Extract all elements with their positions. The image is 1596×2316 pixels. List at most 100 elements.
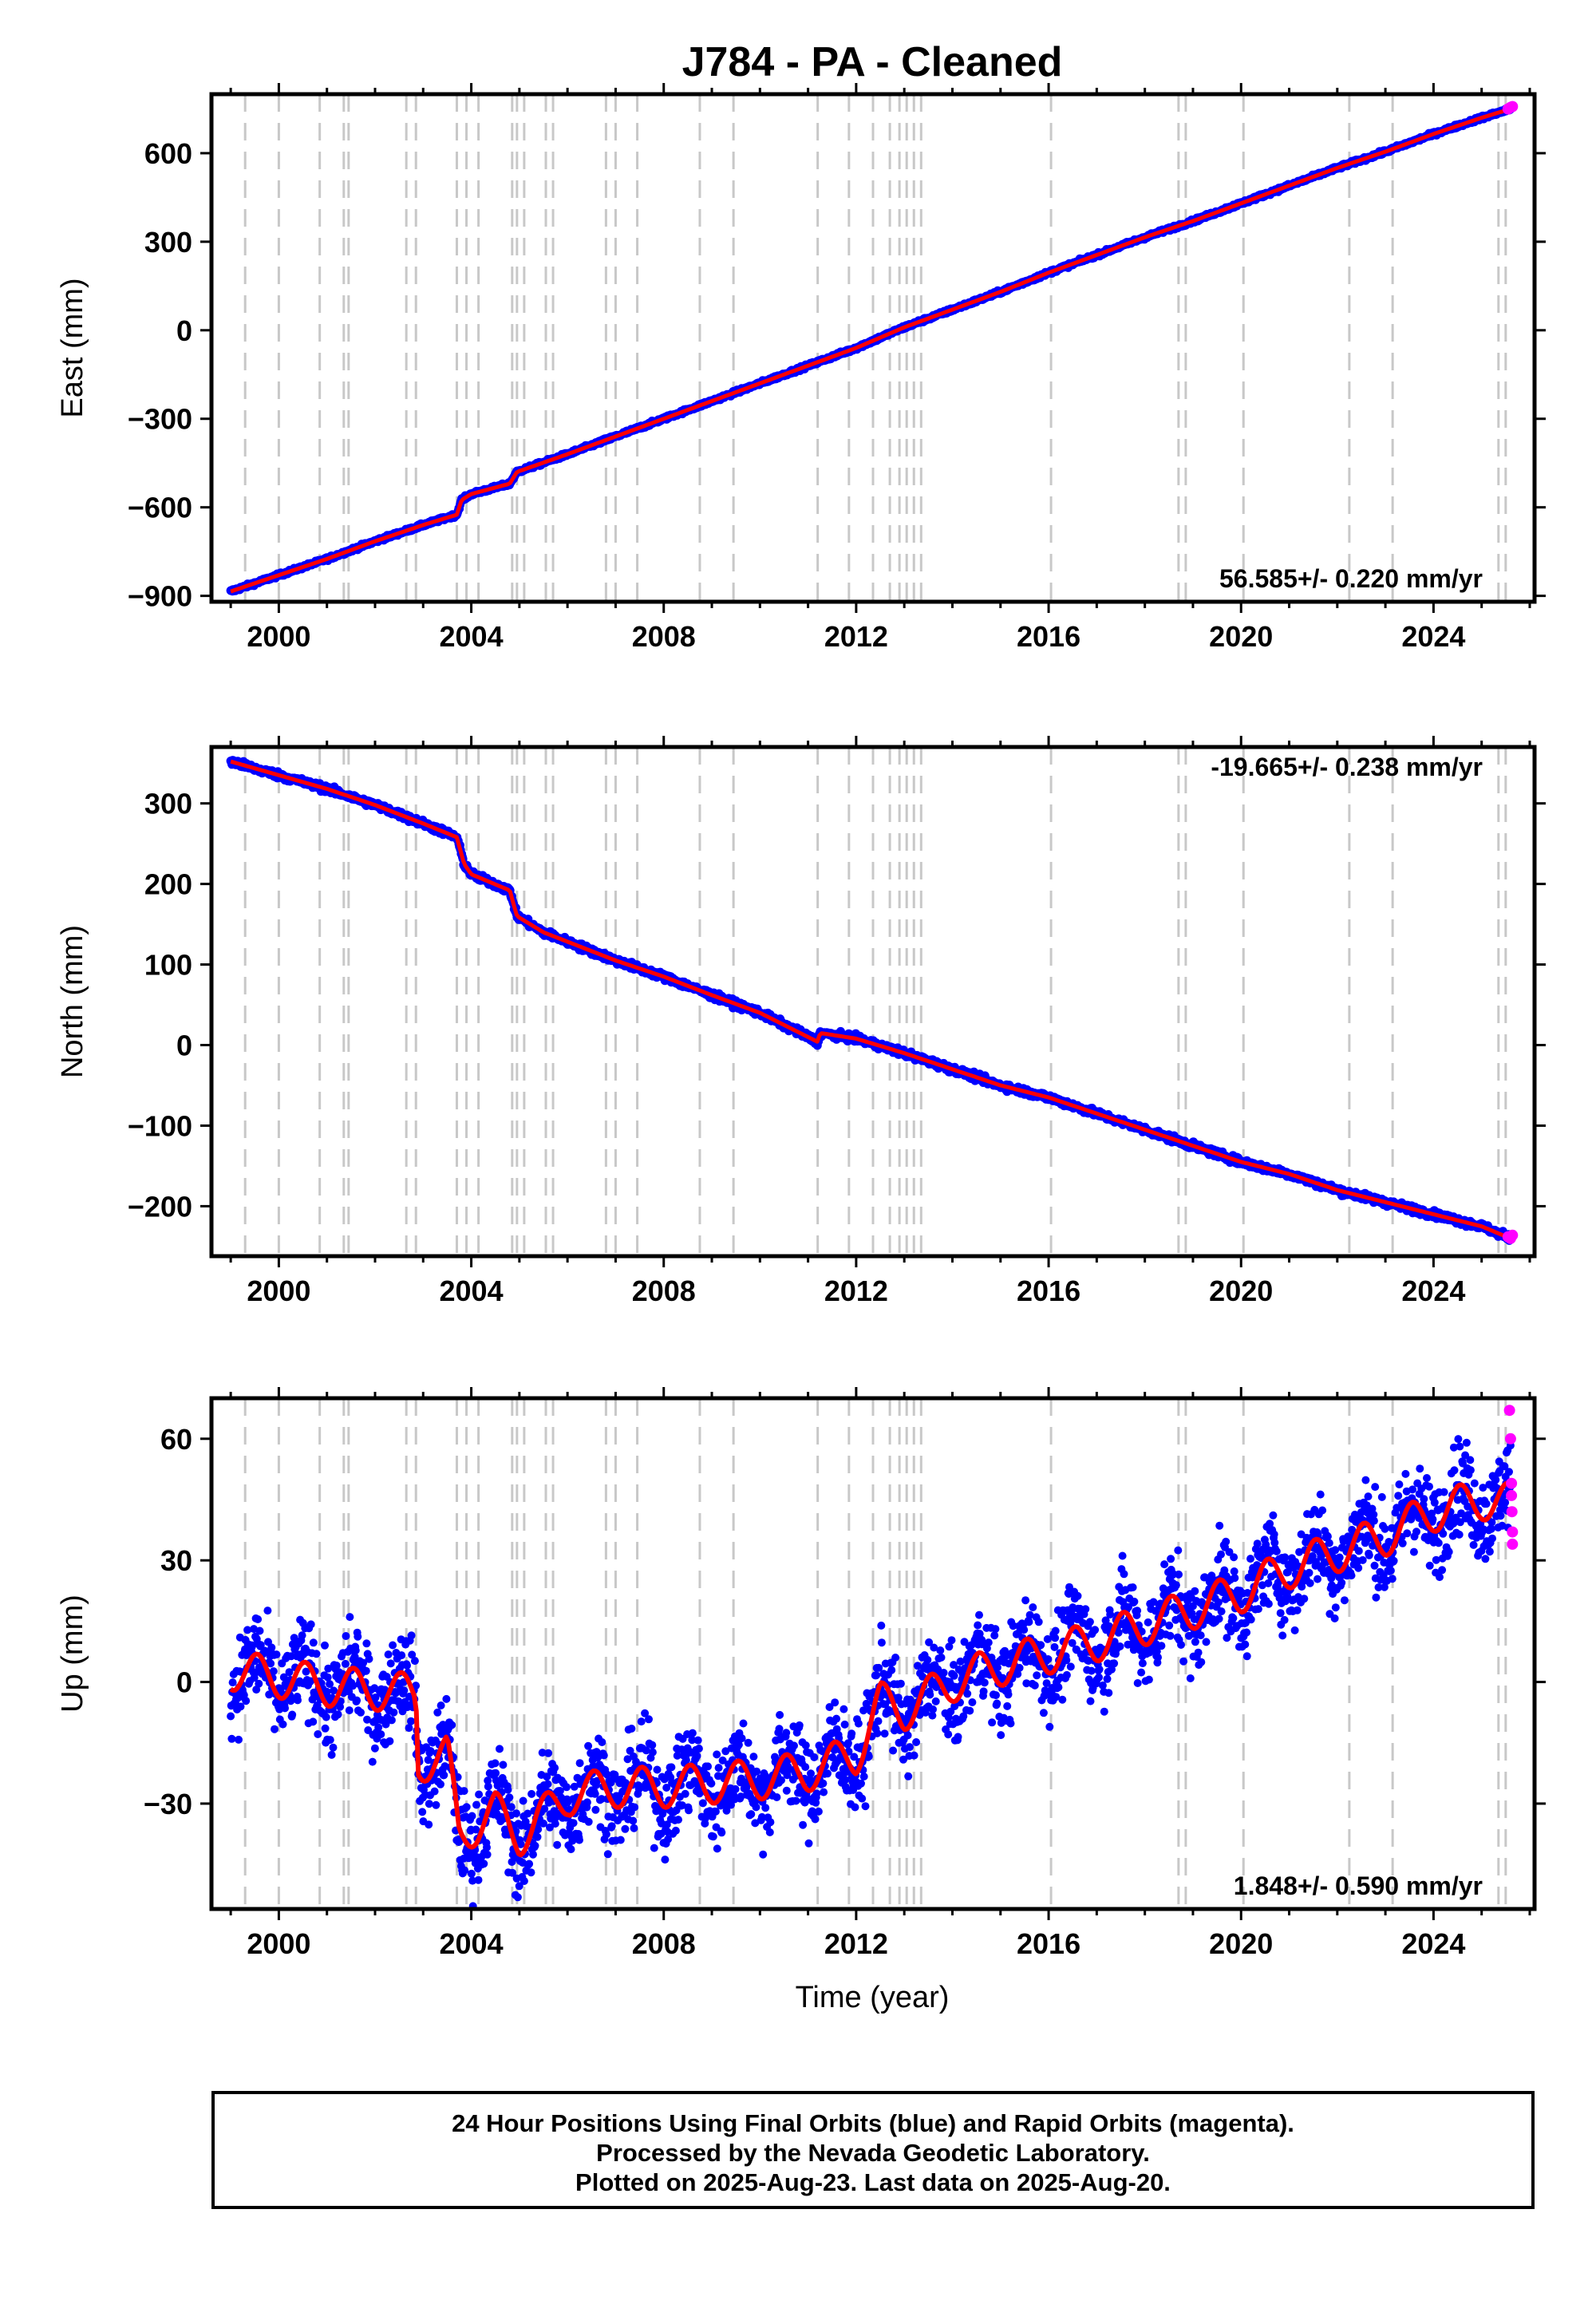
north-y-tick-label: −100 [128,1109,192,1142]
north-x-tick-label: 2012 [824,1275,888,1307]
up-data-point [309,1638,318,1647]
up-data-point [254,1615,263,1623]
up-data-point [341,1659,350,1668]
up-data-point [263,1607,272,1615]
up-data-point [323,1673,332,1682]
north-rapid-point [1507,1229,1519,1241]
up-data-point [302,1667,310,1676]
north-y-tick-label: 300 [144,788,192,820]
up-data-point [353,1696,361,1705]
up-data-point [236,1702,245,1711]
east-y-tick-label: 600 [144,137,192,170]
up-data-point [370,1744,379,1753]
up-data-point [326,1680,334,1689]
up-data-point [361,1666,370,1675]
east-rate-label: 56.585+/- 0.220 mm/yr [1219,564,1483,593]
up-data-point [227,1734,236,1743]
up-data-point [255,1626,264,1635]
up-data-point [285,1668,294,1677]
up-data-point [377,1730,385,1739]
up-data-point [346,1613,354,1622]
up-data-point [321,1641,329,1650]
north-x-tick-label: 2004 [440,1275,504,1307]
up-data-point [342,1632,350,1640]
east-x-tick-label: 2024 [1401,620,1465,653]
east-y-tick-label: 0 [176,314,192,347]
north-x-tick-label: 2016 [1017,1275,1080,1307]
east-panel: 2000 2004 2008 2012 2016 2020 2024−900−600−300… [56,83,1546,653]
up-data-point [267,1643,276,1652]
north-y-tick-label: 100 [144,949,192,982]
east-plot-frame [209,92,1537,604]
east-y-tick-label: −300 [128,403,192,436]
up-data-point [374,1723,383,1732]
up-data-point [306,1677,315,1686]
up-data-point [290,1634,298,1642]
north-x-tick-label: 2000 [247,1275,310,1307]
north-x-tick-label: 2020 [1209,1275,1273,1307]
up-data-point [330,1686,338,1695]
up-data-point [271,1725,279,1733]
east-x-tick-label: 2008 [632,620,696,653]
chart-title: J784 - PA - Cleaned [682,39,1063,85]
up-data-point [349,1682,358,1690]
up-data-point [312,1650,321,1658]
east-y-tick-label: 300 [144,226,192,259]
up-data-point [368,1757,377,1766]
up-data-point [279,1720,287,1729]
up-data-point [281,1704,289,1713]
east-y-axis-label: East (mm) [56,278,89,417]
north-y-axis-label: North (mm) [56,925,89,1078]
up-data-point [327,1750,336,1759]
east-x-tick-label: 2012 [824,620,888,653]
up-data-point [243,1626,252,1634]
north-plot-frame [209,745,1537,1259]
up-data-point [255,1679,263,1688]
up-data-point [298,1631,306,1640]
north-y-tick-label: −200 [128,1190,192,1223]
east-model-line [230,107,1511,594]
up-data-point [269,1667,278,1676]
east-y-tick-label: −900 [128,580,192,613]
up-data-point [351,1646,360,1654]
north-y-tick-label: 0 [176,1030,192,1062]
north-panel: 2000 2004 2008 2012 2016 2020 2024−200−1000100… [56,736,1546,1307]
up-data-point [309,1717,318,1726]
up-data-point [329,1743,338,1752]
east-x-tick-label: 2000 [247,620,310,653]
east-x-tick-label: 2004 [440,620,504,653]
up-data-point [314,1730,322,1738]
up-data-point [365,1654,373,1663]
east-x-tick-label: 2016 [1017,620,1080,653]
up-data-point [288,1710,297,1719]
up-data-point [332,1662,341,1670]
up-data-point [354,1632,362,1641]
up-data-point [359,1658,368,1667]
north-x-tick-label: 2024 [1401,1275,1465,1307]
north-model-line [230,759,1511,1241]
up-data-point [242,1697,251,1705]
up-data-point [345,1706,354,1715]
up-data-point [227,1712,235,1721]
north-rate-label: -19.665+/- 0.238 mm/yr [1211,753,1483,781]
up-data-point [334,1710,342,1719]
up-data-point [324,1664,333,1673]
up-data-point [322,1713,330,1721]
east-y-tick-label: −600 [128,492,192,524]
up-data-point [235,1735,243,1744]
up-data-point [371,1694,380,1701]
up-data-point [272,1650,281,1659]
up-data-point [326,1736,334,1745]
up-data-point [228,1678,237,1687]
up-data-point [363,1715,371,1724]
up-data-point [256,1641,265,1650]
north-y-tick-label: 200 [144,868,192,901]
up-data-point [267,1659,275,1668]
up-data-point [294,1696,302,1705]
up-data-point [362,1639,371,1648]
up-data-point [357,1708,365,1717]
up-data-point [321,1724,330,1733]
east-rapid-point [1507,101,1519,113]
